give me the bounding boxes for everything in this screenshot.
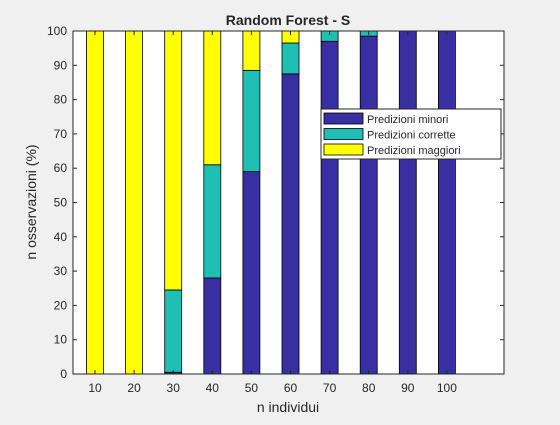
x-tick-label: 20 (127, 381, 141, 395)
y-tick-label: 70 (54, 127, 68, 141)
bar-segment-30-series-3 (164, 30, 183, 291)
plot-frame (72, 30, 505, 375)
bar-segment-50-series-2 (242, 70, 261, 173)
bar-segment-100-series-1 (437, 30, 456, 375)
bar-segment-10-series-3 (86, 30, 104, 375)
chart-title: Random Forest - S (226, 12, 350, 28)
y-tick-label: 60 (54, 161, 68, 175)
y-tick-label: 100 (47, 24, 67, 38)
bar-segment-90-series-1 (398, 30, 417, 375)
bar-segment-40-series-2 (203, 164, 222, 279)
y-tick-label: 90 (54, 58, 68, 72)
x-ticks: 10 20 30 40 50 60 70 80 90 100 (88, 31, 457, 395)
bar-segment-50-series-1 (242, 171, 261, 375)
bar-segment-30-series-2 (164, 289, 183, 373)
y-tick-label: 40 (54, 230, 68, 244)
bar-segment-20-series-3 (125, 30, 143, 375)
x-tick-label: 70 (323, 381, 337, 395)
bars-layer (86, 30, 456, 375)
y-tick-label: 80 (54, 93, 68, 107)
x-tick-label: 100 (437, 381, 457, 395)
legend-swatch (323, 128, 364, 140)
bar-segment-40-series-1 (203, 277, 222, 375)
legend: Predizioni minori Predizioni corrette Pred… (320, 108, 502, 160)
bar-segment-60-series-1 (281, 73, 300, 375)
legend-label: Predizioni minori (367, 114, 448, 126)
y-tick-label: 20 (54, 298, 68, 312)
y-axis-label: n osservazioni (%) (23, 144, 39, 259)
y-tick-label: 50 (54, 196, 68, 210)
bar-segment-80-series-1 (359, 35, 378, 375)
bar-segment-40-series-3 (203, 30, 222, 166)
x-axis-label: n individui (257, 399, 319, 415)
legend-swatch (323, 112, 364, 125)
legend-swatch (323, 143, 364, 156)
legend-label: Predizioni maggiori (367, 145, 461, 157)
x-tick-label: 50 (245, 381, 259, 395)
x-tick-label: 40 (206, 381, 220, 395)
y-tick-label: 10 (54, 333, 68, 347)
bar-segment-50-series-3 (242, 30, 261, 71)
y-tick-label: 0 (60, 367, 67, 381)
bar-segment-70-series-1 (320, 40, 339, 375)
bar-segment-60-series-2 (281, 42, 300, 75)
x-tick-label: 80 (362, 381, 376, 395)
legend-label: Predizioni corrette (367, 130, 456, 142)
x-tick-label: 30 (167, 381, 181, 395)
y-tick-label: 30 (54, 264, 68, 278)
y-ticks: 0 10 20 30 40 50 60 70 80 90 100 (47, 24, 504, 381)
x-tick-label: 90 (401, 381, 415, 395)
x-tick-label: 10 (88, 381, 102, 395)
x-tick-label: 60 (284, 381, 298, 395)
